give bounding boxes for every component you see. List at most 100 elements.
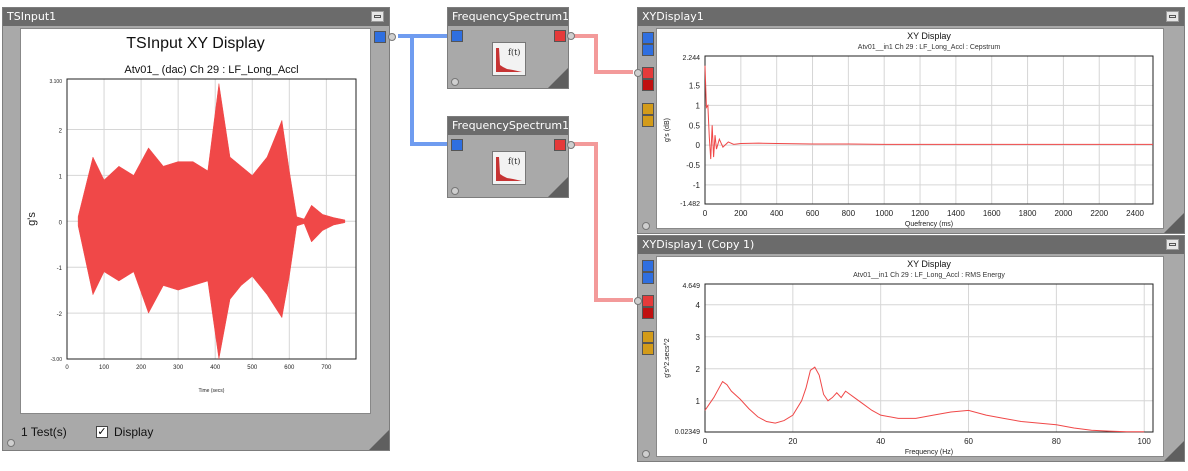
- minimize-icon[interactable]: [1166, 11, 1179, 22]
- xy2-plot-panel: XY Display Atv01__in1 Ch 29 : LF_Long_Acc…: [656, 256, 1164, 457]
- series-line: [704, 366, 1145, 433]
- wire-ts-to-freq2[interactable]: [398, 34, 447, 146]
- xy2-port-5[interactable]: [642, 331, 654, 343]
- plot-frame: [704, 283, 1154, 433]
- freq-spectrum-node-1[interactable]: FrequencySpectrum1 f(t): [447, 7, 575, 89]
- y-tick-label: 1: [696, 397, 701, 406]
- xy2-input-connector[interactable]: [634, 297, 642, 305]
- tsinput-node[interactable]: TSInput1 TSInput XY Display Atv01_ (dac)…: [2, 7, 396, 451]
- x-tick-label: 200: [734, 209, 748, 218]
- xy2-status-indicator: [642, 450, 650, 458]
- x-tick-label: 700: [321, 365, 332, 371]
- y-tick-label: 1: [59, 174, 63, 180]
- x-tick-label: 600: [284, 365, 295, 371]
- xy1-port-2[interactable]: [642, 44, 654, 56]
- resize-grip[interactable]: [1164, 441, 1184, 461]
- freq2-input-port[interactable]: [451, 139, 463, 151]
- y-min-label: -1.482: [680, 201, 700, 208]
- x-tick-label: 1800: [1019, 209, 1037, 218]
- xy1-plot-panel: XY Display Atv01__in1 Ch 29 : LF_Long_Acc…: [656, 28, 1164, 229]
- xy1-status-indicator: [642, 222, 650, 230]
- test-count-label: 1 Test(s): [21, 425, 67, 439]
- y-tick-label: 2: [696, 365, 701, 374]
- xy-display-node-2[interactable]: XYDisplay1 (Copy 1) XY Display Atv01__in1…: [634, 235, 1185, 462]
- wire-freq1-to-xy1[interactable]: [572, 34, 633, 74]
- svg-text:f(t): f(t): [508, 157, 520, 166]
- spectrum-glyph: f(t): [496, 48, 522, 72]
- frequency-spectrum-icon: f(t): [492, 151, 526, 185]
- freq2-output-connector[interactable]: [567, 141, 575, 149]
- plot-frame: [704, 55, 1154, 205]
- resize-grip[interactable]: [548, 177, 568, 197]
- display-checkbox[interactable]: ✓: [96, 425, 108, 438]
- xy1-port-4[interactable]: [642, 79, 654, 91]
- xy2-port-3[interactable]: [642, 295, 654, 307]
- tsinput-output-port[interactable]: [374, 31, 386, 43]
- minimize-icon[interactable]: [1166, 239, 1179, 250]
- chart-title: Atv01_ (dac) Ch 29 : LF_Long_Accl: [124, 64, 298, 76]
- tsinput-status-indicator: [7, 439, 15, 447]
- xy2-port-2[interactable]: [642, 272, 654, 284]
- x-tick-label: 200: [136, 365, 147, 371]
- xy-display-2-title[interactable]: XYDisplay1 (Copy 1): [638, 236, 1184, 254]
- xy1-port-3[interactable]: [642, 67, 654, 79]
- resize-grip[interactable]: [1164, 213, 1184, 233]
- tsinput-chart: Atv01_ (dac) Ch 29 : LF_Long_Accl 0 100 200…: [26, 64, 357, 394]
- y-tick-label: -2: [57, 312, 63, 318]
- y-tick-label: 0.5: [689, 121, 701, 130]
- y-tick-label: 3: [696, 333, 701, 342]
- y-axis-label: g's (dB): [664, 118, 671, 142]
- xy2-port-6[interactable]: [642, 343, 654, 355]
- plot-frame: [66, 78, 357, 360]
- xy2-port-4[interactable]: [642, 307, 654, 319]
- freq1-output-connector[interactable]: [567, 32, 575, 40]
- freq1-output-port[interactable]: [554, 30, 566, 42]
- x-tick-label: 100: [1138, 437, 1152, 446]
- xy1-port-6[interactable]: [642, 115, 654, 127]
- freq2-status-indicator: [451, 187, 459, 195]
- x-tick-label: 2400: [1126, 209, 1144, 218]
- y-axis-label: g's: [26, 212, 38, 226]
- chart-subtitle: Atv01__in1 Ch 29 : LF_Long_Accl : Cepstr…: [858, 44, 1001, 51]
- spectrum-glyph: f(t): [496, 157, 522, 181]
- y-tick-label: 4: [696, 301, 701, 310]
- resize-grip[interactable]: [548, 68, 568, 88]
- tsinput-output-connector[interactable]: [388, 33, 396, 41]
- freq2-output-port[interactable]: [554, 139, 566, 151]
- minimize-icon[interactable]: [371, 11, 384, 22]
- x-tick-label: 1600: [983, 209, 1001, 218]
- x-tick-label: 0: [703, 209, 708, 218]
- frequency-spectrum-icon: f(t): [492, 42, 526, 76]
- chart-title: XY Display: [907, 31, 951, 41]
- cepstrum-chart: XY Display Atv01__in1 Ch 29 : LF_Long_Acc…: [664, 31, 1154, 228]
- y-axis-label: g's^2.secs^2: [664, 338, 671, 378]
- wire-freq2-to-xy2[interactable]: [572, 142, 633, 302]
- series-line: [704, 65, 1153, 160]
- freq-spectrum-node-2[interactable]: FrequencySpectrum1 (... f(t): [447, 116, 575, 198]
- y-min-label: 0.02349: [675, 429, 700, 436]
- freq-spectrum-2-title[interactable]: FrequencySpectrum1 (...: [448, 117, 568, 135]
- xy1-input-connector[interactable]: [634, 69, 642, 77]
- x-tick-label: 800: [842, 209, 856, 218]
- x-tick-label: 300: [173, 365, 184, 371]
- y-max-label: 2.244: [682, 55, 700, 62]
- xy1-port-1[interactable]: [642, 32, 654, 44]
- rms-energy-chart: XY Display Atv01__in1 Ch 29 : LF_Long_Acc…: [664, 259, 1154, 456]
- x-axis-label: Time (secs): [199, 388, 225, 394]
- xy1-port-5[interactable]: [642, 103, 654, 115]
- x-tick-label: 0: [65, 365, 69, 371]
- tsinput-node-title[interactable]: TSInput1: [3, 8, 389, 26]
- xy2-port-1[interactable]: [642, 260, 654, 272]
- chart-subtitle: Atv01__in1 Ch 29 : LF_Long_Accl : RMS En…: [853, 272, 1005, 279]
- xy-display-1-title[interactable]: XYDisplay1: [638, 8, 1184, 26]
- y-tick-label: -1: [693, 181, 701, 190]
- y-tick-label: 0: [696, 141, 701, 150]
- x-tick-label: 1200: [911, 209, 929, 218]
- freq1-input-port[interactable]: [451, 30, 463, 42]
- svg-text:f(t): f(t): [508, 48, 520, 57]
- freq-spectrum-1-title[interactable]: FrequencySpectrum1: [448, 8, 568, 26]
- xy-display-node-1[interactable]: XYDisplay1 XY Display Atv01__in1 Ch 29 : …: [634, 7, 1185, 234]
- x-tick-label: 20: [788, 437, 797, 446]
- resize-grip[interactable]: [369, 430, 389, 450]
